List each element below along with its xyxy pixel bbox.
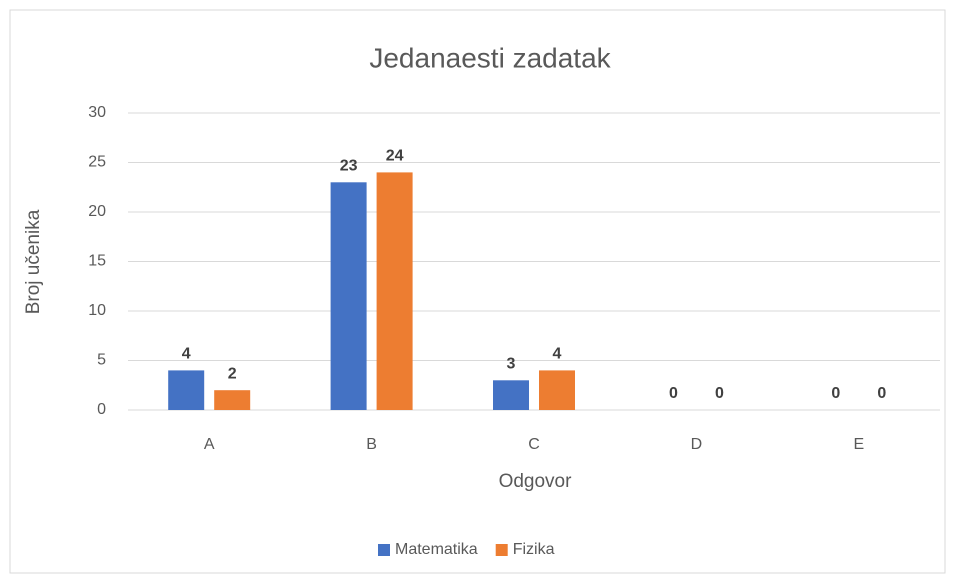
legend-label: Matematika — [395, 541, 478, 558]
legend-swatch — [378, 544, 390, 556]
chart-title: Jedanaesti zadatak — [369, 42, 611, 73]
data-label: 0 — [715, 385, 724, 402]
y-tick-label: 20 — [88, 203, 106, 220]
y-tick-label: 30 — [88, 104, 106, 121]
x-tick-label: E — [853, 436, 864, 453]
bar — [493, 380, 529, 410]
bar — [376, 172, 413, 410]
data-label: 4 — [182, 346, 191, 363]
x-axis-title: Odgovor — [499, 471, 573, 492]
data-label: 23 — [340, 158, 358, 175]
data-label: 4 — [553, 346, 562, 363]
x-tick-label: D — [691, 436, 703, 453]
data-label: 0 — [877, 385, 886, 402]
x-tick-label: A — [204, 436, 215, 453]
chart-border — [9, 9, 946, 574]
y-tick-label: 10 — [88, 302, 106, 319]
legend-swatch — [495, 544, 508, 556]
bar — [214, 390, 251, 410]
y-tick-label: 25 — [88, 154, 106, 171]
data-label: 24 — [386, 148, 404, 165]
bar — [330, 182, 367, 410]
y-axis-title: Broj učenika — [23, 209, 44, 314]
bar — [539, 370, 575, 410]
data-label: 2 — [228, 365, 237, 382]
y-tick-label: 5 — [97, 352, 106, 369]
y-tick-label: 15 — [88, 253, 106, 270]
bar — [168, 370, 205, 410]
data-label: 3 — [507, 356, 516, 373]
data-label: 0 — [831, 385, 840, 402]
x-tick-label: C — [528, 436, 540, 453]
y-tick-label: 0 — [97, 401, 106, 418]
x-tick-label: B — [366, 436, 377, 453]
data-label: 0 — [669, 385, 678, 402]
legend-label: Fizika — [513, 541, 555, 558]
